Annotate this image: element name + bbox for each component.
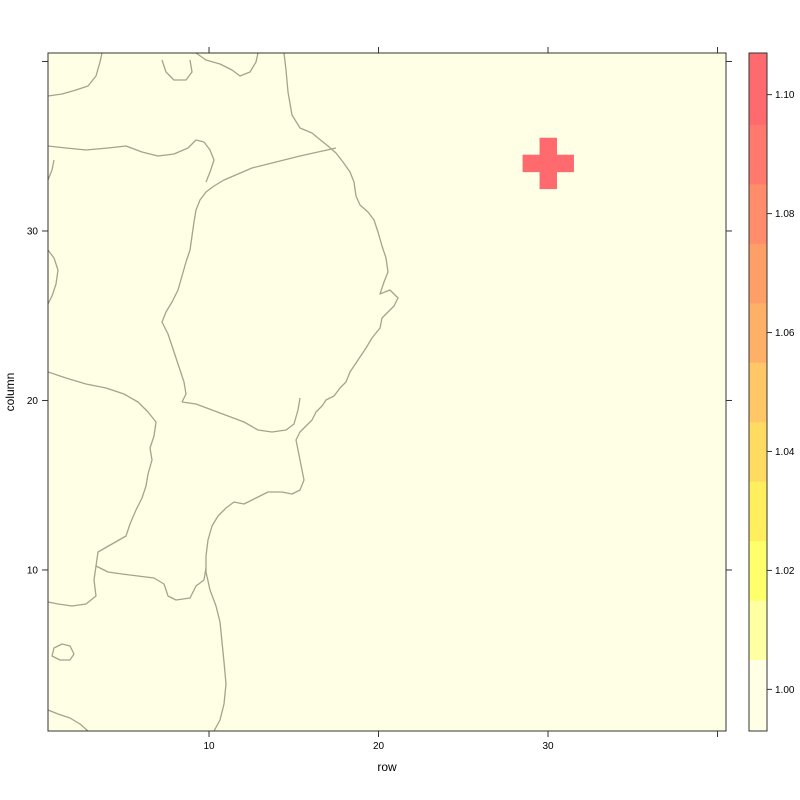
- coastline-west-upper: [48, 159, 55, 181]
- heatmap-cell: [539, 154, 557, 173]
- colorbar-band: [749, 481, 767, 542]
- map-boundaries: [48, 53, 399, 731]
- colorbar-band: [749, 302, 767, 363]
- x-tick-label: 20: [373, 741, 385, 752]
- prefecture-boundary: [181, 397, 301, 433]
- colorbar-tick-label: 1.06: [775, 328, 795, 339]
- heatmap-cell: [539, 137, 557, 156]
- axes: 10 20 30 10 20 30: [27, 47, 732, 752]
- prefecture-boundary: [48, 53, 103, 97]
- y-tick-label: 30: [27, 226, 39, 237]
- prefecture-boundary: [48, 139, 215, 183]
- coastline-west: [48, 249, 59, 305]
- heatmap-cell: [556, 154, 574, 173]
- y-axis-label: column: [3, 373, 17, 412]
- colorbar-tick-label: 1.04: [775, 447, 795, 458]
- y-tick-label: 20: [27, 396, 39, 407]
- colorbar-tick-label: 1.10: [775, 90, 795, 101]
- colorbar-tick-label: 1.02: [775, 566, 795, 577]
- prefecture-boundary: [161, 147, 337, 403]
- x-tick-label: 10: [203, 741, 215, 752]
- island-outline: [51, 643, 75, 661]
- coastline: [205, 53, 399, 731]
- plot-background: [48, 53, 726, 731]
- heatmap-cell: [539, 171, 557, 190]
- colorbar-band: [749, 124, 767, 185]
- heatmap-cell: [522, 154, 541, 173]
- heatmap-cells: [522, 137, 574, 190]
- x-axis-label: row: [377, 760, 397, 774]
- prefecture-boundary: [195, 53, 259, 77]
- colorbar-band: [749, 659, 767, 732]
- colorbar-band: [749, 421, 767, 482]
- prefecture-boundary: [48, 371, 207, 601]
- island-outline: [161, 59, 193, 81]
- prefecture-boundary: [48, 565, 97, 607]
- colorbar-band: [749, 243, 767, 304]
- colorbar-band: [749, 600, 767, 661]
- x-tick-label: 30: [542, 741, 554, 752]
- colorbar-tick-label: 1.08: [775, 209, 795, 220]
- colorbar-band: [749, 540, 767, 601]
- plot-frame: [47, 52, 727, 732]
- colorbar-band: [749, 183, 767, 244]
- colorbar: 1.00 1.02 1.04 1.06 1.08 1.10: [748, 52, 795, 732]
- colorbar-tick-label: 1.00: [775, 685, 795, 696]
- y-tick-label: 10: [27, 565, 39, 576]
- colorbar-band: [749, 53, 767, 125]
- coastline-southwest: [48, 709, 89, 731]
- colorbar-frame: [748, 52, 768, 732]
- colorbar-band: [749, 362, 767, 423]
